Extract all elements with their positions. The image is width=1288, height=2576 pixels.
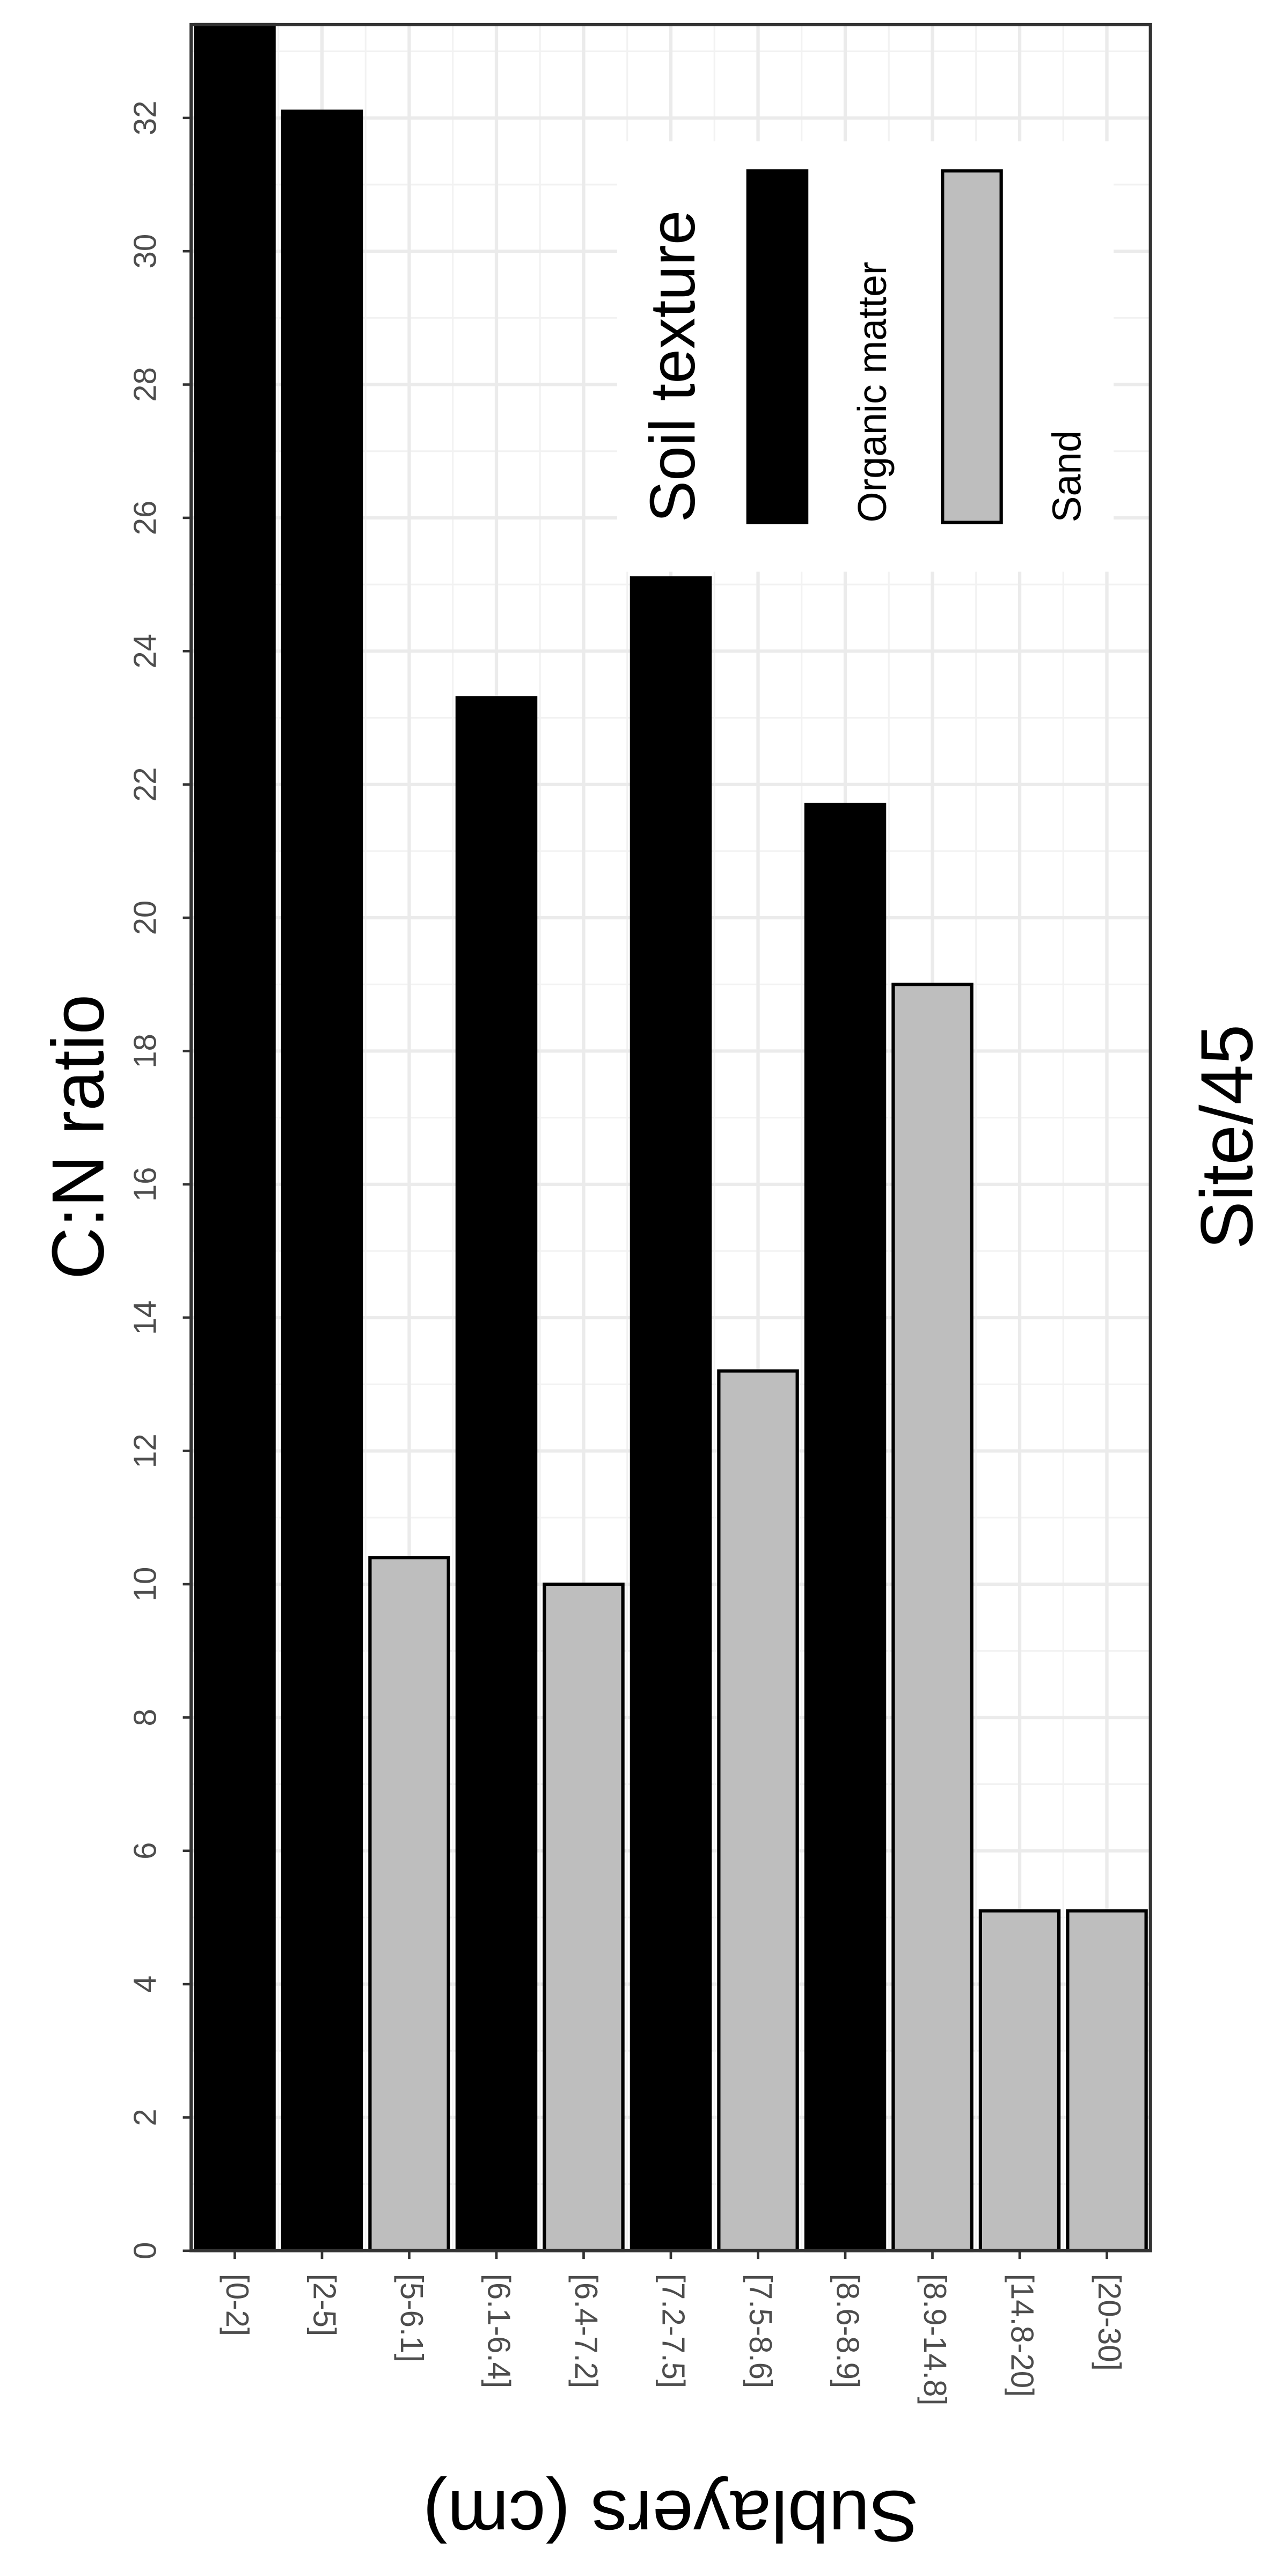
- legend-key: [941, 169, 1003, 524]
- x-tick-label: [6.4-7.2]: [568, 2274, 604, 2388]
- bar: [368, 1556, 450, 2252]
- bar: [630, 576, 712, 2252]
- y-tick-label: 10: [128, 1567, 163, 1602]
- y-tick-label: 12: [128, 1433, 163, 1468]
- x-tick-label: [7.5-8.6]: [743, 2274, 778, 2388]
- y-tick-label: 32: [128, 100, 163, 135]
- bar: [978, 1909, 1061, 2252]
- x-tick-label: [8.6-8.9]: [830, 2274, 865, 2388]
- y-tick-label: 6: [128, 1842, 163, 1860]
- y-tick-label: 0: [128, 2242, 163, 2259]
- bar: [455, 696, 538, 2252]
- y-tick-label: 30: [128, 234, 163, 269]
- bar: [281, 109, 363, 2252]
- x-tick-label: [14.8-20]: [1004, 2274, 1040, 2397]
- y-tick-label: 8: [128, 1709, 163, 1726]
- chart-title: C:N ratio: [36, 994, 119, 1279]
- bar: [194, 23, 276, 2252]
- legend-key: [746, 169, 809, 524]
- bar: [1066, 1909, 1148, 2252]
- y-tick-label: 18: [128, 1034, 163, 1069]
- bar: [891, 983, 974, 2252]
- annotation: Site/45: [1185, 1024, 1268, 1249]
- y-tick-label: 14: [128, 1300, 163, 1335]
- x-tick-label: [7.2-7.5]: [655, 2274, 691, 2388]
- y-tick-label: 28: [128, 367, 163, 402]
- legend-box: [617, 141, 1114, 572]
- bar: [717, 1369, 799, 2252]
- legend-title: Soil texture: [637, 210, 708, 523]
- x-tick-label: [8.9-14.8]: [917, 2274, 953, 2406]
- x-tick-label: [6.1-6.4]: [481, 2274, 516, 2388]
- x-axis-title: Sublayers (cm): [423, 2476, 919, 2556]
- y-tick-label: 20: [128, 901, 163, 935]
- y-tick-label: 26: [128, 501, 163, 536]
- legend-label: Organic matter: [850, 262, 895, 523]
- y-tick-label: 24: [128, 634, 163, 669]
- x-tick-label: [0-2]: [219, 2274, 255, 2336]
- bar: [543, 1582, 625, 2252]
- x-tick-label: [5-6.1]: [394, 2274, 429, 2362]
- bar: [804, 802, 887, 2252]
- y-tick-label: 22: [128, 767, 163, 802]
- x-tick-label: [20-30]: [1092, 2274, 1127, 2371]
- y-tick-label: 16: [128, 1167, 163, 1202]
- y-tick-label: 2: [128, 2109, 163, 2126]
- y-tick-label: 4: [128, 1975, 163, 1993]
- x-tick-label: [2-5]: [306, 2274, 342, 2336]
- legend-label: Sand: [1044, 430, 1089, 523]
